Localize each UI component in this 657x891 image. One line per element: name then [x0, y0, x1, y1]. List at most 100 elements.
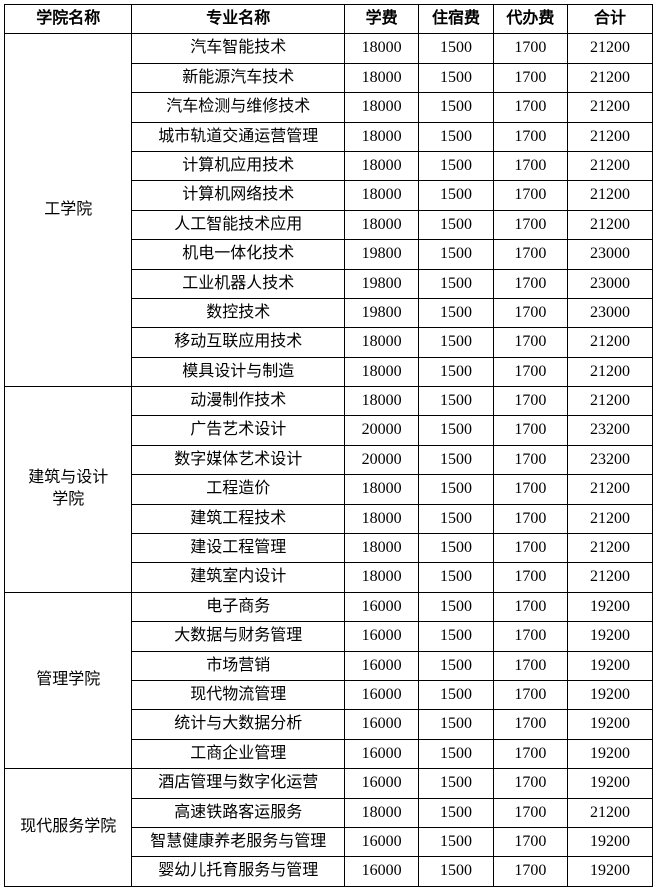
tuition-cell: 16000 — [344, 622, 418, 651]
major-cell: 电子商务 — [132, 592, 344, 621]
total-cell: 19200 — [568, 827, 653, 856]
agency-cell: 1700 — [493, 445, 567, 474]
dorm-cell: 1500 — [419, 769, 493, 798]
tuition-cell: 16000 — [344, 827, 418, 856]
agency-cell: 1700 — [493, 298, 567, 327]
major-cell: 建设工程管理 — [132, 534, 344, 563]
total-cell: 19200 — [568, 680, 653, 709]
agency-cell: 1700 — [493, 827, 567, 856]
header-dorm: 住宿费 — [419, 5, 493, 34]
agency-cell: 1700 — [493, 240, 567, 269]
tuition-cell: 18000 — [344, 122, 418, 151]
tuition-cell: 18000 — [344, 357, 418, 386]
major-cell: 城市轨道交通运营管理 — [132, 122, 344, 151]
tuition-cell: 19800 — [344, 240, 418, 269]
tuition-cell: 18000 — [344, 534, 418, 563]
tuition-cell: 18000 — [344, 210, 418, 239]
college-cell: 建筑与设计学院 — [5, 387, 132, 593]
major-cell: 工商企业管理 — [132, 739, 344, 768]
total-cell: 21200 — [568, 328, 653, 357]
agency-cell: 1700 — [493, 534, 567, 563]
total-cell: 23000 — [568, 298, 653, 327]
total-cell: 19200 — [568, 857, 653, 886]
total-cell: 23200 — [568, 445, 653, 474]
college-cell: 现代服务学院 — [5, 769, 132, 887]
dorm-cell: 1500 — [419, 475, 493, 504]
agency-cell: 1700 — [493, 622, 567, 651]
major-cell: 汽车检测与维修技术 — [132, 93, 344, 122]
major-cell: 建筑工程技术 — [132, 504, 344, 533]
major-cell: 智慧健康养老服务与管理 — [132, 827, 344, 856]
major-cell: 大数据与财务管理 — [132, 622, 344, 651]
dorm-cell: 1500 — [419, 622, 493, 651]
total-cell: 21200 — [568, 504, 653, 533]
agency-cell: 1700 — [493, 63, 567, 92]
agency-cell: 1700 — [493, 151, 567, 180]
total-cell: 23000 — [568, 240, 653, 269]
agency-cell: 1700 — [493, 769, 567, 798]
table-body: 工学院汽车智能技术180001500170021200新能源汽车技术180001… — [5, 34, 653, 886]
tuition-cell: 20000 — [344, 416, 418, 445]
dorm-cell: 1500 — [419, 798, 493, 827]
dorm-cell: 1500 — [419, 416, 493, 445]
dorm-cell: 1500 — [419, 387, 493, 416]
header-agency: 代办费 — [493, 5, 567, 34]
major-cell: 汽车智能技术 — [132, 34, 344, 63]
total-cell: 21200 — [568, 563, 653, 592]
dorm-cell: 1500 — [419, 328, 493, 357]
tuition-cell: 18000 — [344, 151, 418, 180]
dorm-cell: 1500 — [419, 210, 493, 239]
tuition-cell: 18000 — [344, 181, 418, 210]
total-cell: 21200 — [568, 151, 653, 180]
tuition-cell: 16000 — [344, 769, 418, 798]
dorm-cell: 1500 — [419, 298, 493, 327]
agency-cell: 1700 — [493, 416, 567, 445]
agency-cell: 1700 — [493, 122, 567, 151]
major-cell: 机电一体化技术 — [132, 240, 344, 269]
total-cell: 21200 — [568, 357, 653, 386]
agency-cell: 1700 — [493, 387, 567, 416]
total-cell: 21200 — [568, 93, 653, 122]
college-cell: 管理学院 — [5, 592, 132, 768]
major-cell: 建筑室内设计 — [132, 563, 344, 592]
major-cell: 人工智能技术应用 — [132, 210, 344, 239]
total-cell: 19200 — [568, 651, 653, 680]
header-tuition: 学费 — [344, 5, 418, 34]
dorm-cell: 1500 — [419, 857, 493, 886]
agency-cell: 1700 — [493, 710, 567, 739]
header-row: 学院名称 专业名称 学费 住宿费 代办费 合计 — [5, 5, 653, 34]
major-cell: 统计与大数据分析 — [132, 710, 344, 739]
dorm-cell: 1500 — [419, 534, 493, 563]
tuition-cell: 18000 — [344, 63, 418, 92]
agency-cell: 1700 — [493, 857, 567, 886]
dorm-cell: 1500 — [419, 504, 493, 533]
header-major: 专业名称 — [132, 5, 344, 34]
major-cell: 婴幼儿托育服务与管理 — [132, 857, 344, 886]
agency-cell: 1700 — [493, 475, 567, 504]
tuition-cell: 18000 — [344, 93, 418, 122]
major-cell: 动漫制作技术 — [132, 387, 344, 416]
dorm-cell: 1500 — [419, 240, 493, 269]
total-cell: 23000 — [568, 269, 653, 298]
tuition-cell: 19800 — [344, 298, 418, 327]
total-cell: 21200 — [568, 475, 653, 504]
total-cell: 19200 — [568, 769, 653, 798]
dorm-cell: 1500 — [419, 592, 493, 621]
agency-cell: 1700 — [493, 798, 567, 827]
tuition-cell: 20000 — [344, 445, 418, 474]
agency-cell: 1700 — [493, 592, 567, 621]
dorm-cell: 1500 — [419, 445, 493, 474]
tuition-cell: 18000 — [344, 504, 418, 533]
agency-cell: 1700 — [493, 651, 567, 680]
major-cell: 广告艺术设计 — [132, 416, 344, 445]
dorm-cell: 1500 — [419, 651, 493, 680]
agency-cell: 1700 — [493, 93, 567, 122]
major-cell: 移动互联应用技术 — [132, 328, 344, 357]
dorm-cell: 1500 — [419, 563, 493, 592]
total-cell: 23200 — [568, 416, 653, 445]
tuition-cell: 16000 — [344, 710, 418, 739]
total-cell: 21200 — [568, 387, 653, 416]
total-cell: 21200 — [568, 181, 653, 210]
major-cell: 高速铁路客运服务 — [132, 798, 344, 827]
tuition-cell: 16000 — [344, 592, 418, 621]
